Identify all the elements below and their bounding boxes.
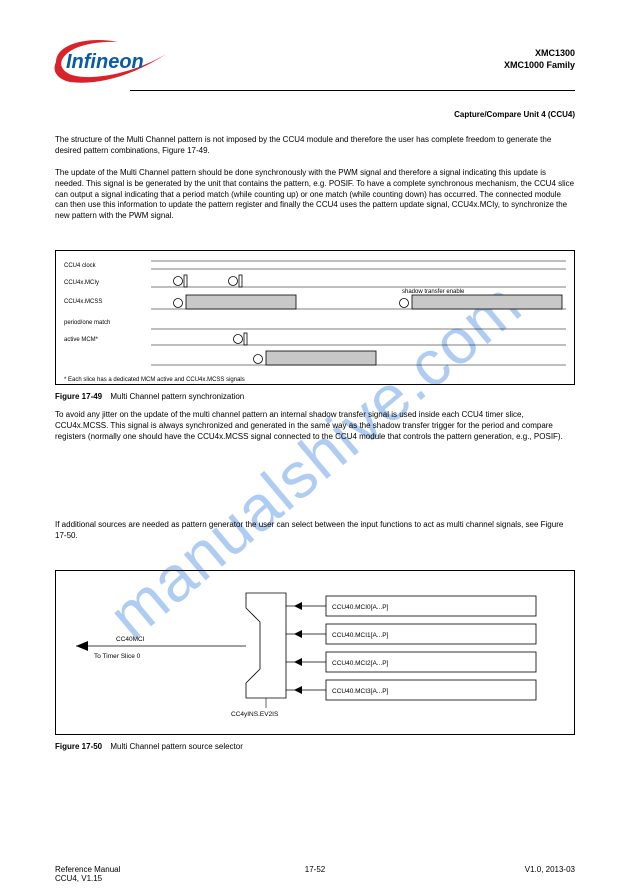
- fig50-sel-label: CC4yINS.EV2IS: [231, 711, 279, 718]
- paragraph-1: The structure of the Multi Channel patte…: [55, 135, 575, 157]
- fig50-arrowhead: [76, 641, 88, 651]
- svg-text:CCU40.MCI1[A...P]: CCU40.MCI1[A...P]: [332, 632, 389, 639]
- fig49-label-clock: CCU4 clock: [64, 263, 97, 269]
- paragraph-2: The update of the Multi Channel pattern …: [55, 168, 575, 222]
- footer-left-line2: CCU4, V1.15: [55, 874, 120, 883]
- fig49-clock-row: [151, 261, 566, 269]
- infineon-logo: Infineon: [48, 32, 168, 89]
- fig50-note2: To Timer Slice 0: [94, 653, 141, 660]
- header-rule: [130, 90, 575, 91]
- fig49-mcss-row: shadow transfer enable: [151, 289, 566, 309]
- fig49-caption-text: Multi Channel pattern synchronization: [110, 392, 244, 401]
- fig49-label-mcss: CCU4x.MCSS: [64, 299, 102, 305]
- figure-50-box: CCU40.MCI0[A...P] CCU40.MCI1[A...P] CCU4…: [55, 570, 575, 735]
- fig50-mux: [246, 593, 286, 698]
- fig50-caption-label: Figure 17-50: [55, 742, 102, 751]
- fig49-label-period: period/one match: [64, 320, 110, 326]
- fig49-mcmout-row: [151, 351, 566, 365]
- fig49-mci-row: [151, 275, 566, 287]
- page: manualshive.com Infineon XMC1300 XMC1000…: [0, 0, 630, 893]
- figure-49-box: CCU4 clock CCU4x.MCIy CCU4x.MCSS period/…: [55, 250, 575, 385]
- fig49-caption: Figure 17-49 Multi Channel pattern synch…: [55, 392, 244, 403]
- fig50-inputs: CCU40.MCI0[A...P] CCU40.MCI1[A...P] CCU4…: [286, 596, 536, 700]
- fig50-caption-text: Multi Channel pattern source selector: [110, 742, 243, 751]
- fig50-note1: CC40MCI: [116, 636, 145, 643]
- svg-text:CCU40.MCI0[A...P]: CCU40.MCI0[A...P]: [332, 604, 389, 611]
- fig50-caption: Figure 17-50 Multi Channel pattern sourc…: [55, 742, 243, 753]
- fig49-active-row: [151, 333, 566, 345]
- section-title: Capture/Compare Unit 4 (CCU4): [454, 110, 575, 121]
- fig49-label-mci: CCU4x.MCIy: [64, 280, 99, 286]
- fig49-caption-label: Figure 17-49: [55, 392, 102, 401]
- footer-right: V1.0, 2013-03: [525, 865, 575, 874]
- svg-text:CCU40.MCI2[A...P]: CCU40.MCI2[A...P]: [332, 660, 389, 667]
- header-right: XMC1300 XMC1000 Family: [504, 48, 575, 71]
- fig49-footnote: * Each slice has a dedicated MCM active …: [64, 377, 245, 383]
- paragraph-4: If additional sources are needed as patt…: [55, 520, 575, 542]
- fig49-shadow-label: shadow transfer enable: [402, 289, 465, 295]
- fig49-label-active: active MCM*: [64, 337, 99, 343]
- header-line1: XMC1300: [504, 48, 575, 60]
- logo-text: Infineon: [66, 51, 144, 73]
- svg-text:CCU40.MCI3[A...P]: CCU40.MCI3[A...P]: [332, 688, 389, 695]
- header-line2: XMC1000 Family: [504, 60, 575, 72]
- paragraph-3: To avoid any jitter on the update of the…: [55, 410, 575, 442]
